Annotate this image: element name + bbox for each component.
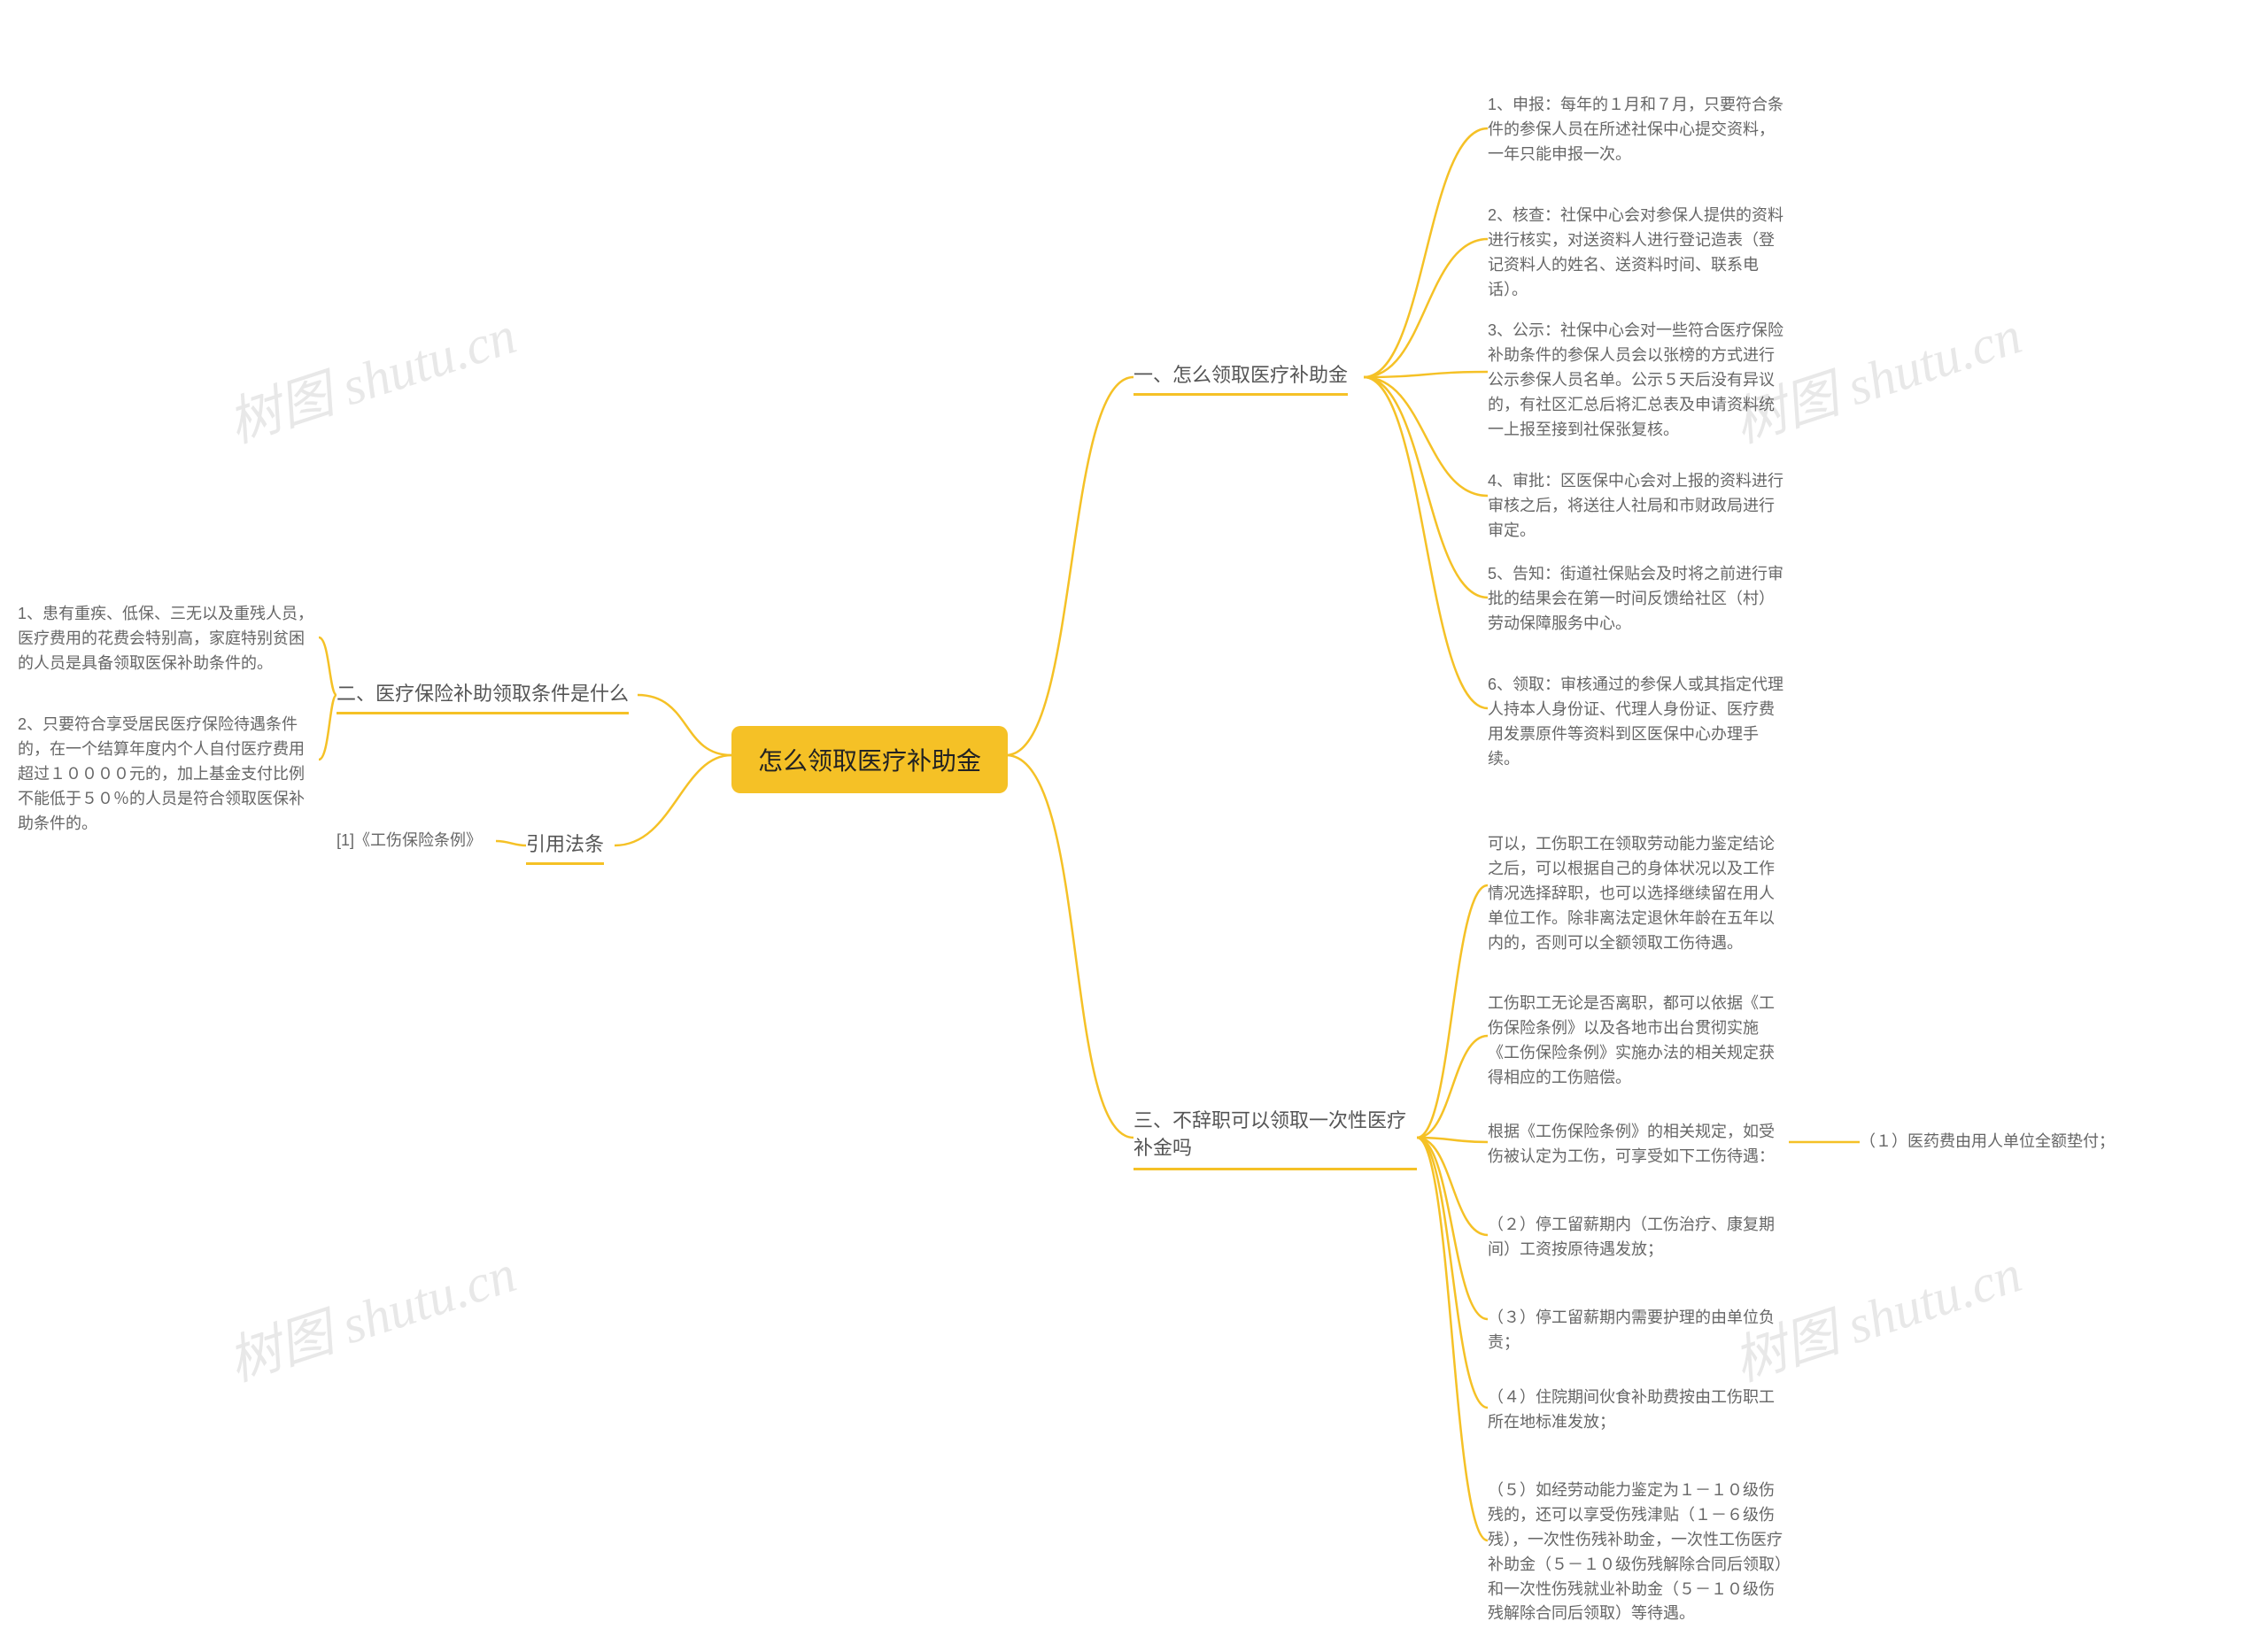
root-node[interactable]: 怎么领取医疗补助金 [731, 726, 1008, 793]
leaf: 4、审批：区医保中心会对上报的资料进行审核之后，将送往人社局和市财政局进行审定。 [1488, 469, 1789, 544]
leaf: 1、患有重疾、低保、三无以及重残人员，医疗费用的花费会特别高，家庭特别贫困的人员… [18, 602, 319, 676]
branch-conditions[interactable]: 二、医疗保险补助领取条件是什么 [337, 673, 629, 714]
branch-citation[interactable]: 引用法条 [526, 823, 604, 865]
leaf: （４）住院期间伙食补助费按由工伤职工所在地标准发放； [1488, 1386, 1789, 1435]
leaf: 可以，工伤职工在领取劳动能力鉴定结论之后，可以根据自己的身体状况以及工作情况选择… [1488, 832, 1789, 955]
leaf: 5、告知：街道社保贴会及时将之前进行审批的结果会在第一时间反馈给社区（村）劳动保… [1488, 562, 1789, 637]
leaf: 工伤职工无论是否离职，都可以依据《工伤保险条例》以及各地市出台贯彻实施《工伤保险… [1488, 992, 1789, 1091]
leaf: 3、公示：社保中心会对一些符合医疗保险补助条件的参保人员会以张榜的方式进行公示参… [1488, 319, 1789, 442]
watermark: 树图 shutu.cn [217, 1231, 524, 1396]
leaf: 根据《工伤保险条例》的相关规定，如受伤被认定为工伤，可享受如下工伤待遇： [1488, 1120, 1789, 1170]
leaf: 6、领取：审核通过的参保人或其指定代理人持本人身份证、代理人身份证、医疗费用发票… [1488, 673, 1789, 772]
leaf: 1、申报：每年的１月和７月，只要符合条件的参保人员在所述社保中心提交资料，一年只… [1488, 93, 1789, 167]
sub-leaf: （１）医药费由用人单位全额垫付； [1860, 1129, 2115, 1152]
leaf: （２）停工留薪期内（工伤治疗、康复期间）工资按原待遇发放； [1488, 1213, 1789, 1262]
leaf: （３）停工留薪期内需要护理的由单位负责； [1488, 1306, 1789, 1355]
leaf: （５）如经劳动能力鉴定为１－１０级伤残的，还可以享受伤残津贴（１－６级伤残），一… [1488, 1478, 1789, 1626]
leaf: 2、只要符合享受居民医疗保险待遇条件的，在一个结算年度内个人自付医疗费用超过１０… [18, 713, 319, 836]
leaf: 2、核查：社保中心会对参保人提供的资料进行核实，对送资料人进行登记造表（登记资料… [1488, 204, 1789, 303]
leaf-citation: [1]《工伤保险条例》 [337, 828, 482, 851]
watermark: 树图 shutu.cn [217, 292, 524, 458]
mindmap-edges [0, 0, 2267, 1652]
branch-how-to-get[interactable]: 一、怎么领取医疗补助金 [1134, 354, 1348, 396]
branch-no-resign[interactable]: 三、不辞职可以领取一次性医疗补金吗 [1134, 1102, 1417, 1170]
